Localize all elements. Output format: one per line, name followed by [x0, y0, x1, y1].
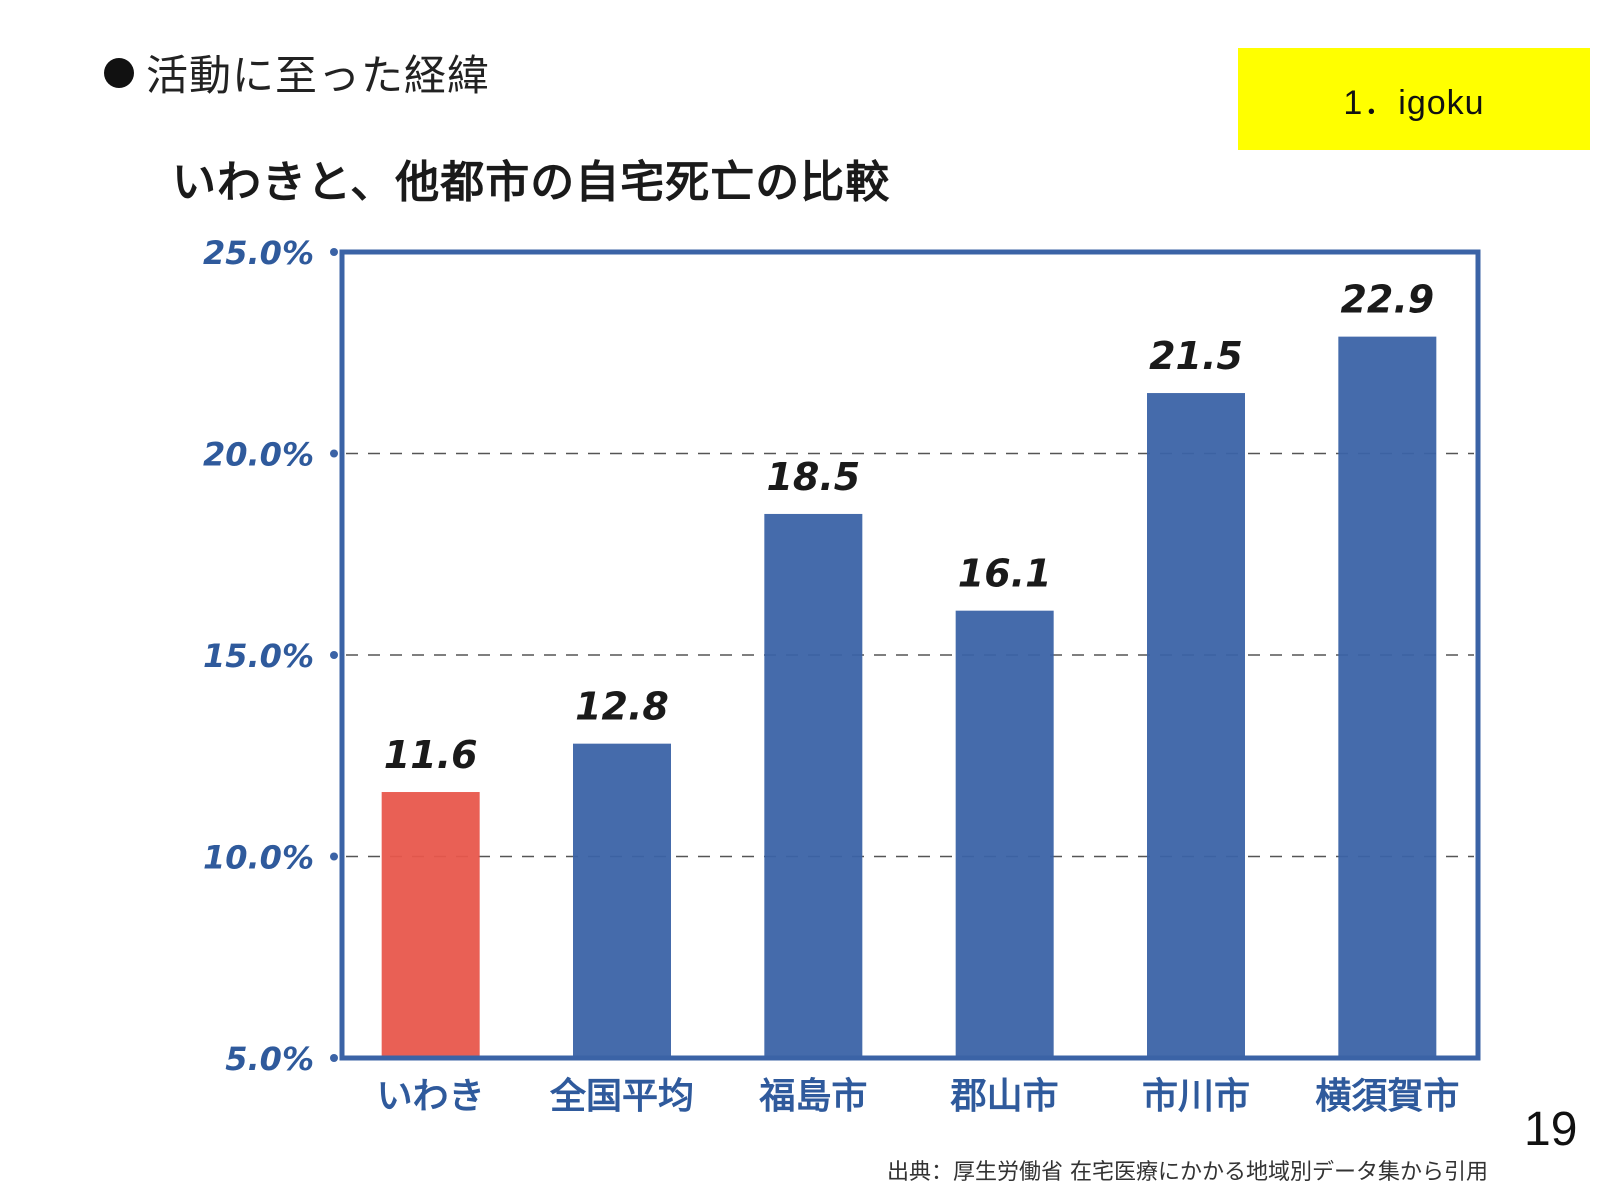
y-tick-mark	[330, 449, 338, 458]
section-heading: 活動に至った経緯	[104, 42, 490, 103]
y-tick-label: 15.0%	[203, 637, 314, 675]
section-heading-text: 活動に至った経緯	[146, 51, 491, 100]
chart-title: いわきと、他都市の自宅死亡の比較	[172, 157, 891, 208]
page-number: 19	[1524, 1103, 1578, 1156]
x-tick-label: 横須賀市	[1315, 1076, 1459, 1117]
data-label: 11.6	[384, 733, 478, 777]
y-tick-mark	[330, 248, 338, 256]
x-tick-label: いわき	[377, 1076, 485, 1117]
y-tick-label: 20.0%	[203, 436, 314, 474]
source-note: 出典：厚生労働省 在宅医療にかかる地域別データ集から引用	[887, 1160, 1488, 1185]
data-label: 22.9	[1340, 278, 1434, 322]
data-label: 21.5	[1149, 334, 1243, 378]
y-tick-label: 5.0%	[225, 1040, 314, 1078]
bullet-dot-icon	[104, 58, 134, 88]
bar	[764, 513, 863, 1058]
bar	[381, 792, 480, 1058]
data-label: 18.5	[766, 455, 860, 499]
x-tick-label: 福島市	[758, 1076, 867, 1117]
x-tick-label: 全国平均	[549, 1075, 694, 1117]
y-tick-mark	[330, 651, 338, 659]
data-label: 12.8	[575, 685, 669, 729]
y-tick-label: 25.0%	[203, 234, 314, 272]
plot-frame	[339, 249, 1481, 1061]
bar	[1147, 393, 1245, 1058]
y-tick-label: 10.0%	[203, 839, 314, 877]
bar	[1338, 336, 1437, 1058]
y-tick-mark	[330, 852, 338, 861]
x-tick-label: 市川市	[1142, 1076, 1250, 1117]
section-tag: 1．igoku	[1238, 48, 1590, 150]
y-tick-mark	[330, 1054, 338, 1062]
x-tick-label: 郡山市	[950, 1076, 1059, 1117]
bar	[955, 610, 1054, 1058]
data-label: 16.1	[958, 552, 1052, 596]
bar	[573, 743, 671, 1058]
